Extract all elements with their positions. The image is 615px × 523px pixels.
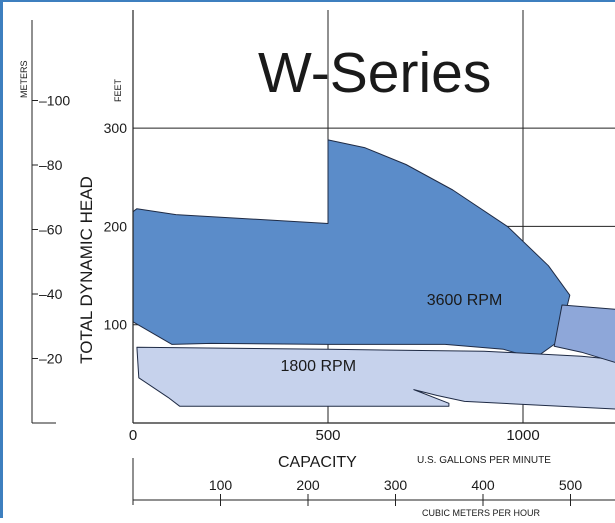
meters-tick-label: –20 <box>39 351 63 367</box>
feet-label: FEET <box>113 78 123 102</box>
meters-tick-label: –100 <box>39 93 70 109</box>
y-tick-label: 300 <box>104 120 128 136</box>
series-label: 1800 RPM <box>280 358 356 375</box>
y-axis-title: TOTAL DYNAMIC HEAD <box>77 176 96 364</box>
axes <box>31 10 615 505</box>
series-label: 3600 RPM <box>427 292 503 309</box>
border-left <box>0 0 3 518</box>
x-tick-label: 1000 <box>506 427 539 444</box>
cubic-tick-label: 400 <box>471 477 495 493</box>
chart-title: W-Series <box>258 41 491 105</box>
meters-tick-label: –80 <box>39 157 63 173</box>
cubic-unit-label: CUBIC METERS PER HOUR <box>422 508 541 518</box>
cubic-tick-label: 200 <box>296 477 320 493</box>
area-2000-2400-rpm <box>553 304 615 363</box>
x-axis-title: CAPACITY <box>278 454 357 471</box>
meters-tick-label: –40 <box>39 286 63 302</box>
x-unit-label: U.S. GALLONS PER MINUTE <box>417 455 551 466</box>
cubic-tick-label: 300 <box>384 477 408 493</box>
meters-tick-label: –60 <box>39 222 63 238</box>
x-tick-label: 0 <box>129 427 137 444</box>
meters-label: METERS <box>19 60 29 98</box>
cubic-tick-label: 500 <box>559 477 583 493</box>
x-tick-label: 500 <box>315 427 340 444</box>
y-tick-label: 200 <box>104 218 128 234</box>
border-top <box>0 0 615 2</box>
cubic-tick-label: 100 <box>209 477 233 493</box>
tick-labels: 0500100015002000100200300–20–40–60–80–10… <box>32 93 583 506</box>
area-1800-rpm <box>136 346 615 410</box>
series-areas <box>132 139 615 410</box>
y-tick-label: 100 <box>104 317 128 333</box>
